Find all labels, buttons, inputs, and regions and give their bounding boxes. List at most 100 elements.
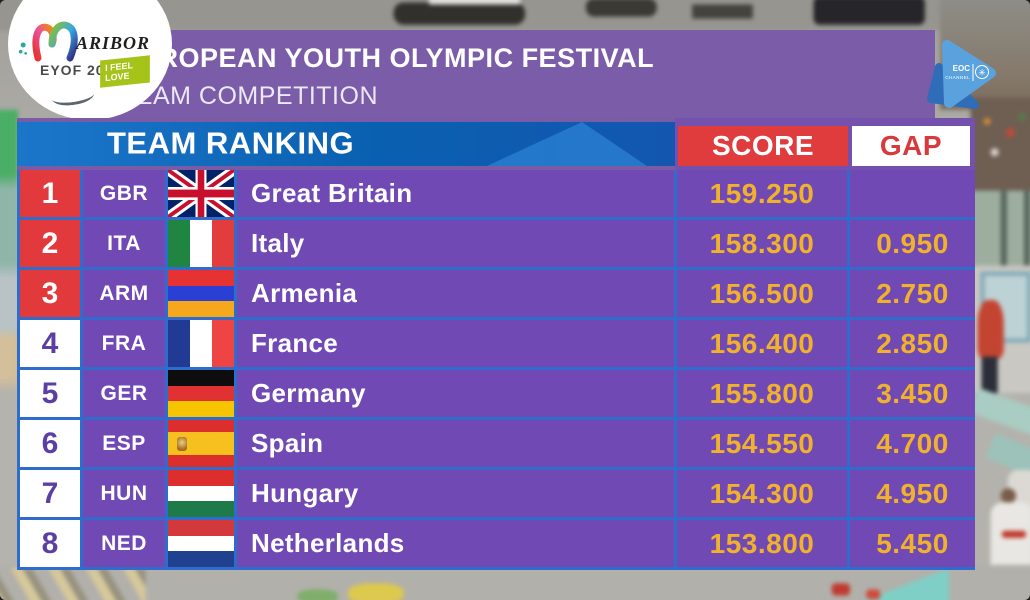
table-title-underline [17,166,675,170]
country-code-cell: NED [83,520,165,567]
ranking-rows: 1 GBR Great Britain 159.250 2 ITA Italy … [17,170,975,570]
flag-stripe [168,220,190,267]
country-code-cell: ARM [83,270,165,317]
channel-text: CHANNEL [945,75,970,80]
table-title-bar: TEAM RANKING [17,122,675,166]
gap-cell: 2.750 [850,270,975,317]
country-code: GBR [99,181,149,205]
floor-object-yellow [348,583,404,600]
country-name-cell: Netherlands [237,520,674,567]
gap-value: 0.950 [876,227,949,259]
score-cell: 154.550 [677,420,847,467]
gap-value: 4.700 [876,427,949,459]
flag-cell [168,420,234,467]
score-value: 155.800 [709,377,815,409]
table-top-border [17,118,975,122]
country-code-cell: GBR [83,170,165,217]
floor-object-red [831,583,850,596]
rank-cell: 2 [20,220,80,267]
triangle-watermark-icon [487,122,647,166]
score-cell: 158.300 [677,220,847,267]
flag-stripe [168,401,234,417]
rank-cell: 3 [20,270,80,317]
gap-value: 3.450 [876,377,949,409]
country-name-cell: Armenia [237,270,674,317]
flag-stripe [168,320,190,367]
flag-stripe [168,301,234,317]
flag-stripe [168,455,234,467]
eoc-channel-logo: EOC CHANNEL ✳ [925,35,1009,117]
country-code-cell: ESP [83,420,165,467]
ceiling-light [428,0,521,5]
rank-number: 6 [41,426,59,460]
i-feel-love-tag: I FEEL LOVE [100,55,150,88]
score-cell: 156.500 [677,270,847,317]
wall-post [1000,190,1007,268]
maribor-m-icon [32,21,78,62]
country-name: France [251,328,339,358]
flag-stripe [190,220,212,267]
flag-stripe [168,370,234,386]
gap-value: 2.750 [876,277,949,309]
flag-cell [168,220,234,267]
score-value: 154.300 [709,477,815,509]
country-flag [168,220,234,267]
floor-markings [0,568,146,600]
crowd-spectator [1005,127,1015,138]
rank-cell: 1 [20,170,80,217]
gap-value: 4.950 [876,477,949,509]
rank-cell: 5 [20,370,80,417]
laurel-emblem-icon: ✳ [978,68,986,78]
rank-number: 2 [41,226,59,260]
ceiling-beam [393,2,526,25]
flag-stripe [212,220,234,267]
rank-number: 5 [41,376,59,410]
logo-smile-mark [51,85,95,108]
gap-value: 2.850 [876,327,949,359]
country-name-cell: Hungary [237,470,674,517]
gap-cell: 4.700 [850,420,975,467]
flag-stripe [168,420,234,432]
maribor-wordmark: ARIBOR [76,33,151,53]
event-title-bar: EUROPEAN YOUTH OLYMPIC FESTIVAL TEAM COM… [88,30,935,118]
gap-value: 5.450 [876,527,949,559]
country-flag [168,320,234,367]
flag-stripe [212,320,234,367]
country-name: Great Britain [251,178,413,208]
flag-cell [168,370,234,417]
arena-floor-bottom [0,565,1030,600]
flag-cell [168,470,234,517]
event-subtitle: TEAM COMPETITION [120,82,378,110]
gap-column-header: GAP [852,126,970,166]
country-name: Spain [251,428,324,458]
country-name: Netherlands [251,528,405,558]
crowd-spectator [990,148,999,157]
flag-stripe [168,270,234,286]
ceiling-beam [813,0,925,25]
country-flag [168,420,234,467]
floor-object-red [866,589,881,600]
score-value: 158.300 [709,227,815,259]
country-code: HUN [100,481,148,505]
score-cell: 156.400 [677,320,847,367]
country-flag [168,170,234,217]
country-code-cell: ITA [83,220,165,267]
country-code: ITA [107,231,141,255]
tag-line2: LOVE [105,70,130,84]
country-name: Hungary [251,478,359,508]
country-code-cell: GER [83,370,165,417]
country-flag [168,520,234,567]
table-title: TEAM RANKING [107,125,355,161]
country-code-cell: HUN [83,470,165,517]
flag-cell [168,170,234,217]
country-flag [168,370,234,417]
flag-cell [168,520,234,567]
score-column-header: SCORE [678,126,848,166]
country-name: Armenia [251,278,358,308]
flag-stripe [168,520,234,536]
country-name-cell: Germany [237,370,674,417]
eoc-triangle-icon: EOC CHANNEL ✳ [927,40,996,109]
maribor-logo: ARIBOR EYOF 2023 I FEEL LOVE [0,0,200,135]
shirt-print [1001,530,1027,538]
score-value: 154.550 [709,427,815,459]
